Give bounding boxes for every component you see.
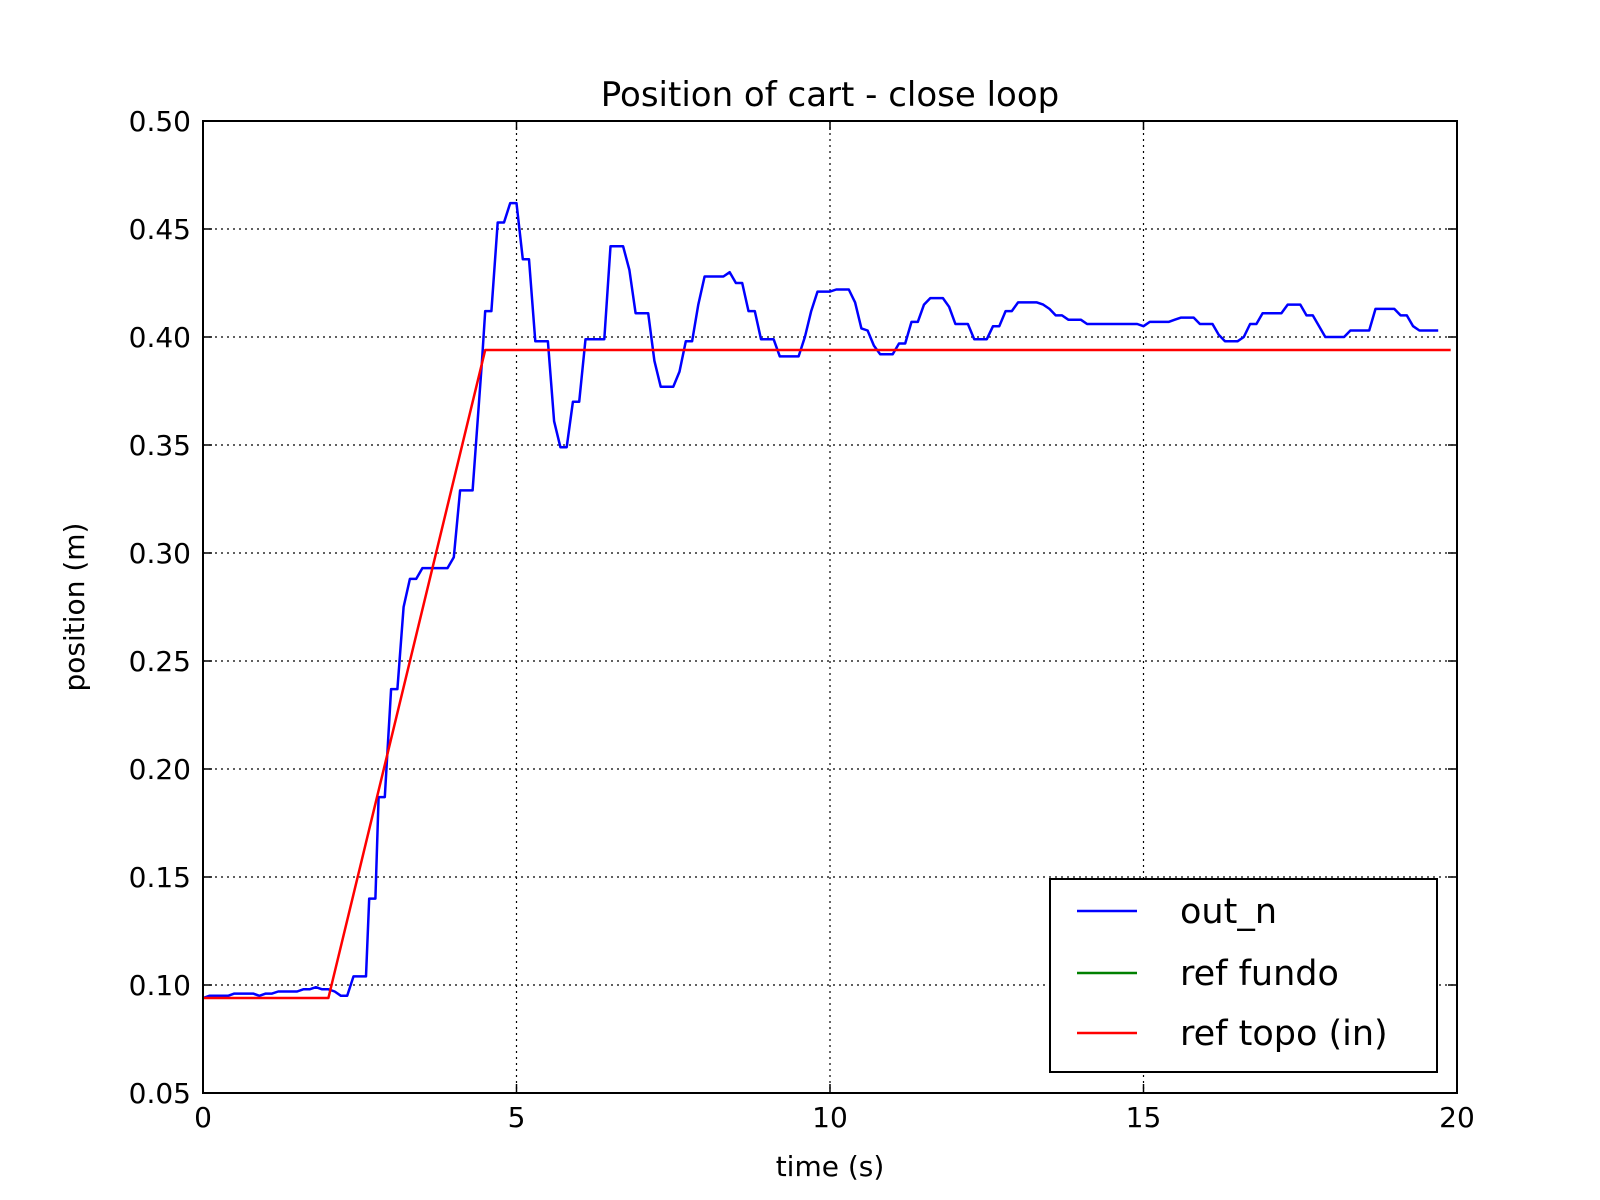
y-tick-label: 0.10 <box>129 969 191 1002</box>
legend-label-ref-fundo: ref fundo <box>1180 954 1339 994</box>
y-tick-label: 0.30 <box>129 537 191 570</box>
y-tick-label: 0.15 <box>129 861 191 894</box>
x-tick-label: 5 <box>508 1101 526 1134</box>
legend-label-out-n: out_n <box>1180 892 1277 932</box>
y-tick-label: 0.25 <box>129 645 191 678</box>
x-tick-label: 10 <box>812 1101 848 1134</box>
legend: out_n ref fundo ref topo (in) <box>1049 878 1438 1073</box>
legend-label-ref-topo: ref topo (in) <box>1180 1014 1388 1054</box>
x-tick-label: 20 <box>1439 1101 1475 1134</box>
x-axis-label: time (s) <box>776 1150 885 1183</box>
y-axis-label: position (m) <box>58 523 91 692</box>
x-tick-label: 15 <box>1126 1101 1162 1134</box>
y-tick-label: 0.40 <box>129 321 191 354</box>
axis-ticks: 0 5 10 15 20 0.05 0.10 0.15 0.20 0.25 0.30 0.35 0.40… <box>129 105 1475 1134</box>
y-tick-label: 0.05 <box>129 1077 191 1110</box>
plot-lines <box>202 201 1451 1000</box>
y-tick-label: 0.45 <box>129 213 191 246</box>
y-tick-label: 0.35 <box>129 429 191 462</box>
chart-title: Position of cart - close loop <box>601 75 1060 115</box>
x-tick-label: 0 <box>194 1101 212 1134</box>
series-line-ref-topo-in <box>203 348 1451 1000</box>
y-tick-label: 0.20 <box>129 753 191 786</box>
series-line-out-n <box>202 201 1439 1000</box>
y-tick-label: 0.50 <box>129 105 191 138</box>
